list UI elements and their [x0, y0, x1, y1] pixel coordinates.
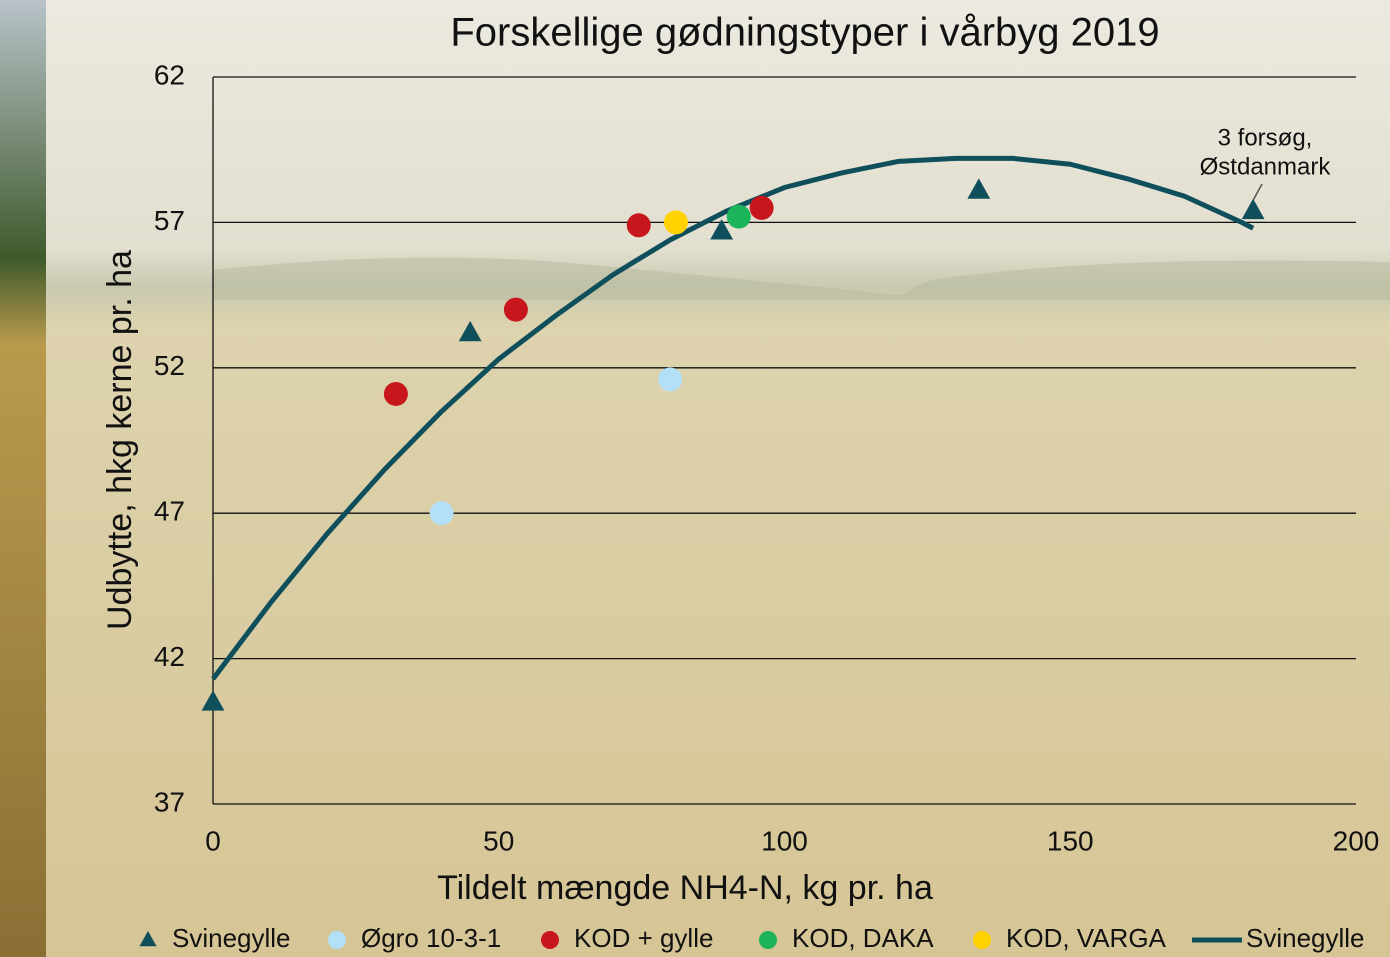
y-tick-label: 52: [154, 350, 185, 381]
legend-label: Svinegylle: [172, 923, 291, 953]
y-tick-label: 47: [154, 496, 185, 527]
legend-marker: [759, 931, 777, 949]
data-point: [664, 210, 688, 234]
legend-marker: [328, 931, 346, 949]
legend-label: KOD, DAKA: [792, 923, 934, 953]
annotation: Østdanmark: [1200, 153, 1332, 180]
chart: Forskellige gødningstyper i vårbyg 2019 …: [0, 0, 1390, 957]
data-point: [430, 501, 454, 525]
legend-marker: [973, 931, 991, 949]
x-tick-label: 50: [483, 825, 514, 856]
data-point: [750, 196, 774, 220]
x-tick-label: 200: [1333, 825, 1380, 856]
legend-marker: [541, 931, 559, 949]
chart-title: Forskellige gødningstyper i vårbyg 2019: [450, 11, 1159, 55]
x-tick-label: 0: [205, 825, 221, 856]
data-point: [504, 298, 528, 322]
photo-edge: [0, 0, 46, 957]
data-point: [384, 382, 408, 406]
legend-label: Øgro 10-3-1: [361, 923, 501, 953]
legend-label: Svinegylle: [1246, 923, 1365, 953]
x-axis-title: Tildelt mængde NH4-N, kg pr. ha: [437, 869, 933, 907]
legend-label: KOD + gylle: [574, 923, 713, 953]
data-point: [627, 213, 651, 237]
annotation: 3 forsøg,: [1218, 124, 1313, 151]
legend-label: KOD, VARGA: [1006, 923, 1167, 953]
y-axis-title: Udbytte, hkg kerne pr. ha: [101, 250, 139, 630]
data-point: [658, 367, 682, 391]
y-tick-label: 37: [154, 786, 185, 817]
background: [0, 0, 1390, 957]
data-point: [727, 205, 751, 229]
x-tick-label: 150: [1047, 825, 1094, 856]
y-tick-label: 57: [154, 205, 185, 236]
x-tick-label: 100: [761, 825, 808, 856]
y-tick-label: 62: [154, 59, 185, 90]
y-tick-label: 42: [154, 641, 185, 672]
